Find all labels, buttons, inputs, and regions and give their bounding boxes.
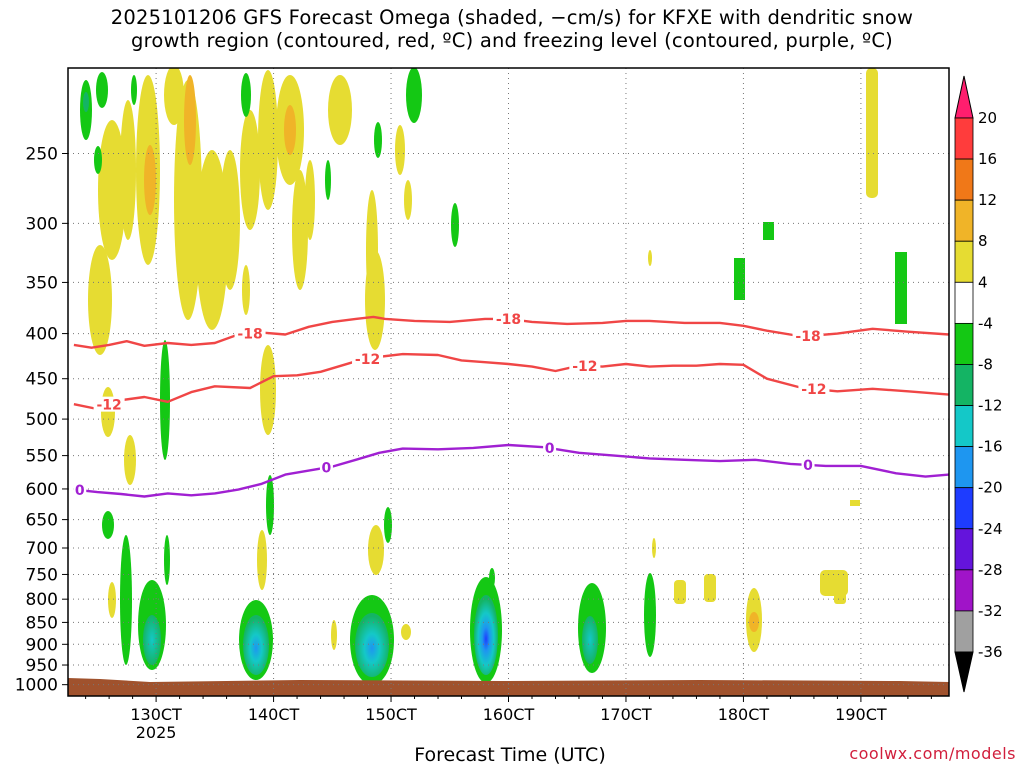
contour-labels: -18 -18 -18 -12 -12 -12 -12 0 0 0 0 [73,310,830,499]
colorbar-swatch [954,528,974,571]
contour-label: 0 [545,441,555,457]
colorbar-label: -24 [978,520,1003,538]
x-tick-year-label: 2025 [136,723,177,742]
colorbar-arrow-bottom [954,651,974,693]
colorbar-label: 20 [978,109,997,127]
colorbar-swatch [954,322,974,365]
colorbar-label: -20 [978,479,1003,497]
y-tick-label: 300 [26,214,58,234]
y-tick-label: 700 [26,539,58,559]
colorbar-label: -4 [978,314,993,332]
colorbar-swatch [954,158,974,201]
contour-label-bg [798,381,830,397]
x-tick-label: 140CT [248,705,300,724]
contour-label: -12 [572,359,597,375]
y-tick-label: 900 [26,635,58,655]
colorbar-label: 16 [978,150,997,168]
x-tick-label: 190CT [835,705,887,724]
contour-label: -18 [496,312,521,328]
contour-label: 0 [803,458,813,474]
colorbar-label: 4 [978,273,988,291]
x-tick-label: 170CT [600,705,652,724]
x-tick-label: 150CT [365,705,417,724]
x-tick-label: 130CT [130,705,182,724]
contour-label-bg [73,482,87,498]
y-tick-label: 850 [26,613,58,633]
x-tick-label: 160CT [483,705,535,724]
colorbar-swatch [954,569,974,612]
temperature-contours [73,315,949,498]
colorbar-label: -32 [978,602,1003,620]
colorbar-swatch [954,199,974,242]
colorbar-label: 8 [978,232,988,250]
contour-label-bg [792,327,824,343]
contour-label: -12 [801,382,826,398]
contour-label-bg [569,357,601,373]
colorbar-label: -28 [978,561,1003,579]
colorbar: 20 16 12 8 4 -4 -8 -12 -16 -20 -24 -28 -32 -36 [954,75,1003,693]
colorbar-label: -8 [978,355,993,373]
grid-lines [68,68,949,696]
colorbar-swatch [954,487,974,530]
contour-label-bg [319,459,333,475]
x-axis: 130CT 140CT 150CT 160CT 170CT 180CT 190CT 2025 [85,696,932,742]
colorbar-label: 12 [978,191,997,209]
y-tick-label: 600 [26,480,58,500]
colorbar-swatch [954,610,974,653]
colorbar-arrow-top [954,75,974,119]
contour-label: -12 [96,398,121,414]
contour-label-bg [93,396,125,412]
y-tick-label: 250 [26,144,58,164]
y-tick-label: 550 [26,447,58,467]
colorbar-swatch [954,117,974,160]
colorbar-swatch [954,446,974,489]
contour-label-bg [352,351,384,367]
y-tick-label: 500 [26,410,58,430]
x-axis-title: Forecast Time (UTC) [414,744,606,766]
chart-title: 2025101206 GFS Forecast Omega (shaded, −… [0,6,1024,52]
colorbar-label: -12 [978,397,1003,415]
chart-title-line-1: 2025101206 GFS Forecast Omega (shaded, −… [110,6,914,29]
colorbar-swatch [954,281,974,324]
contour-label-bg [801,456,815,472]
y-tick-label: 350 [26,273,58,293]
y-tick-label: 650 [26,511,58,531]
y-tick-label: 1000 [15,676,58,696]
contour-label: -18 [237,327,262,343]
contour-line-0 [73,443,949,498]
contour-line--12 [73,352,949,411]
contour-label: -12 [355,352,380,368]
y-tick-label: 950 [26,656,58,676]
contour-label-bg [543,440,557,456]
contour-label-bg [234,325,266,341]
y-tick-label: 400 [26,325,58,345]
contour-label: -18 [795,329,820,345]
y-tick-label: 450 [26,370,58,390]
ground-shading [68,678,949,696]
contour-label: 0 [75,483,85,499]
contour-line--18 [73,315,949,349]
y-tick-label: 750 [26,565,58,585]
colorbar-label: -16 [978,438,1003,456]
y-tick-label: 800 [26,590,58,610]
contour-label: 0 [322,461,332,477]
y-axis: 2503003504004505005506006507007508008509… [15,144,68,696]
contour-label-bg [493,310,524,326]
colorbar-swatch [954,364,974,406]
site-credit: coolwx.com/models [849,744,1016,763]
colorbar-swatch [954,405,974,448]
x-tick-label: 180CT [718,705,770,724]
colorbar-swatch [954,240,974,283]
colorbar-label: -36 [978,643,1003,661]
omega-shading [80,68,907,685]
chart-title-line-2: growth region (contoured, red, ºC) and f… [131,29,893,52]
